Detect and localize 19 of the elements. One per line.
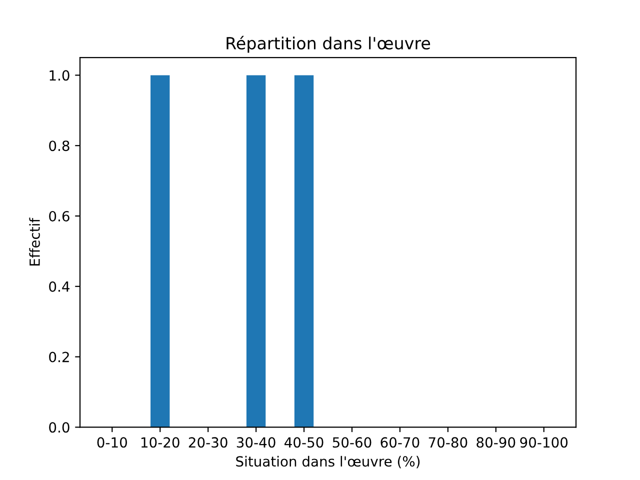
x-tick-label: 50-60 <box>332 437 372 448</box>
y-tick-label: 0.2 <box>49 352 69 362</box>
x-tick-label: 20-30 <box>188 437 228 448</box>
y-tick-label: 0.8 <box>49 140 70 152</box>
y-tick-label: 1.0 <box>50 70 70 81</box>
x-tick-label: 60-70 <box>380 437 420 448</box>
x-tick-label: 90-100 <box>520 437 568 448</box>
x-tick-label: 70-80 <box>428 437 468 448</box>
y-tick-label: 0.0 <box>49 422 70 433</box>
x-tick-label: 80-90 <box>476 437 516 448</box>
x-axis-title: Situation dans l'œuvre (%) <box>236 456 420 468</box>
y-tick-label: 0.6 <box>49 210 70 222</box>
y-tick-label: 0.4 <box>49 281 70 292</box>
y-axis-title: Effectif <box>29 218 40 266</box>
x-tick-label: 40-50 <box>284 437 324 448</box>
chart-title: Répartition dans l'œuvre <box>226 36 430 53</box>
x-tick-label: 10-20 <box>141 437 180 448</box>
x-tick-label: 0-10 <box>97 437 127 448</box>
x-tick-label: 30-40 <box>236 437 276 448</box>
